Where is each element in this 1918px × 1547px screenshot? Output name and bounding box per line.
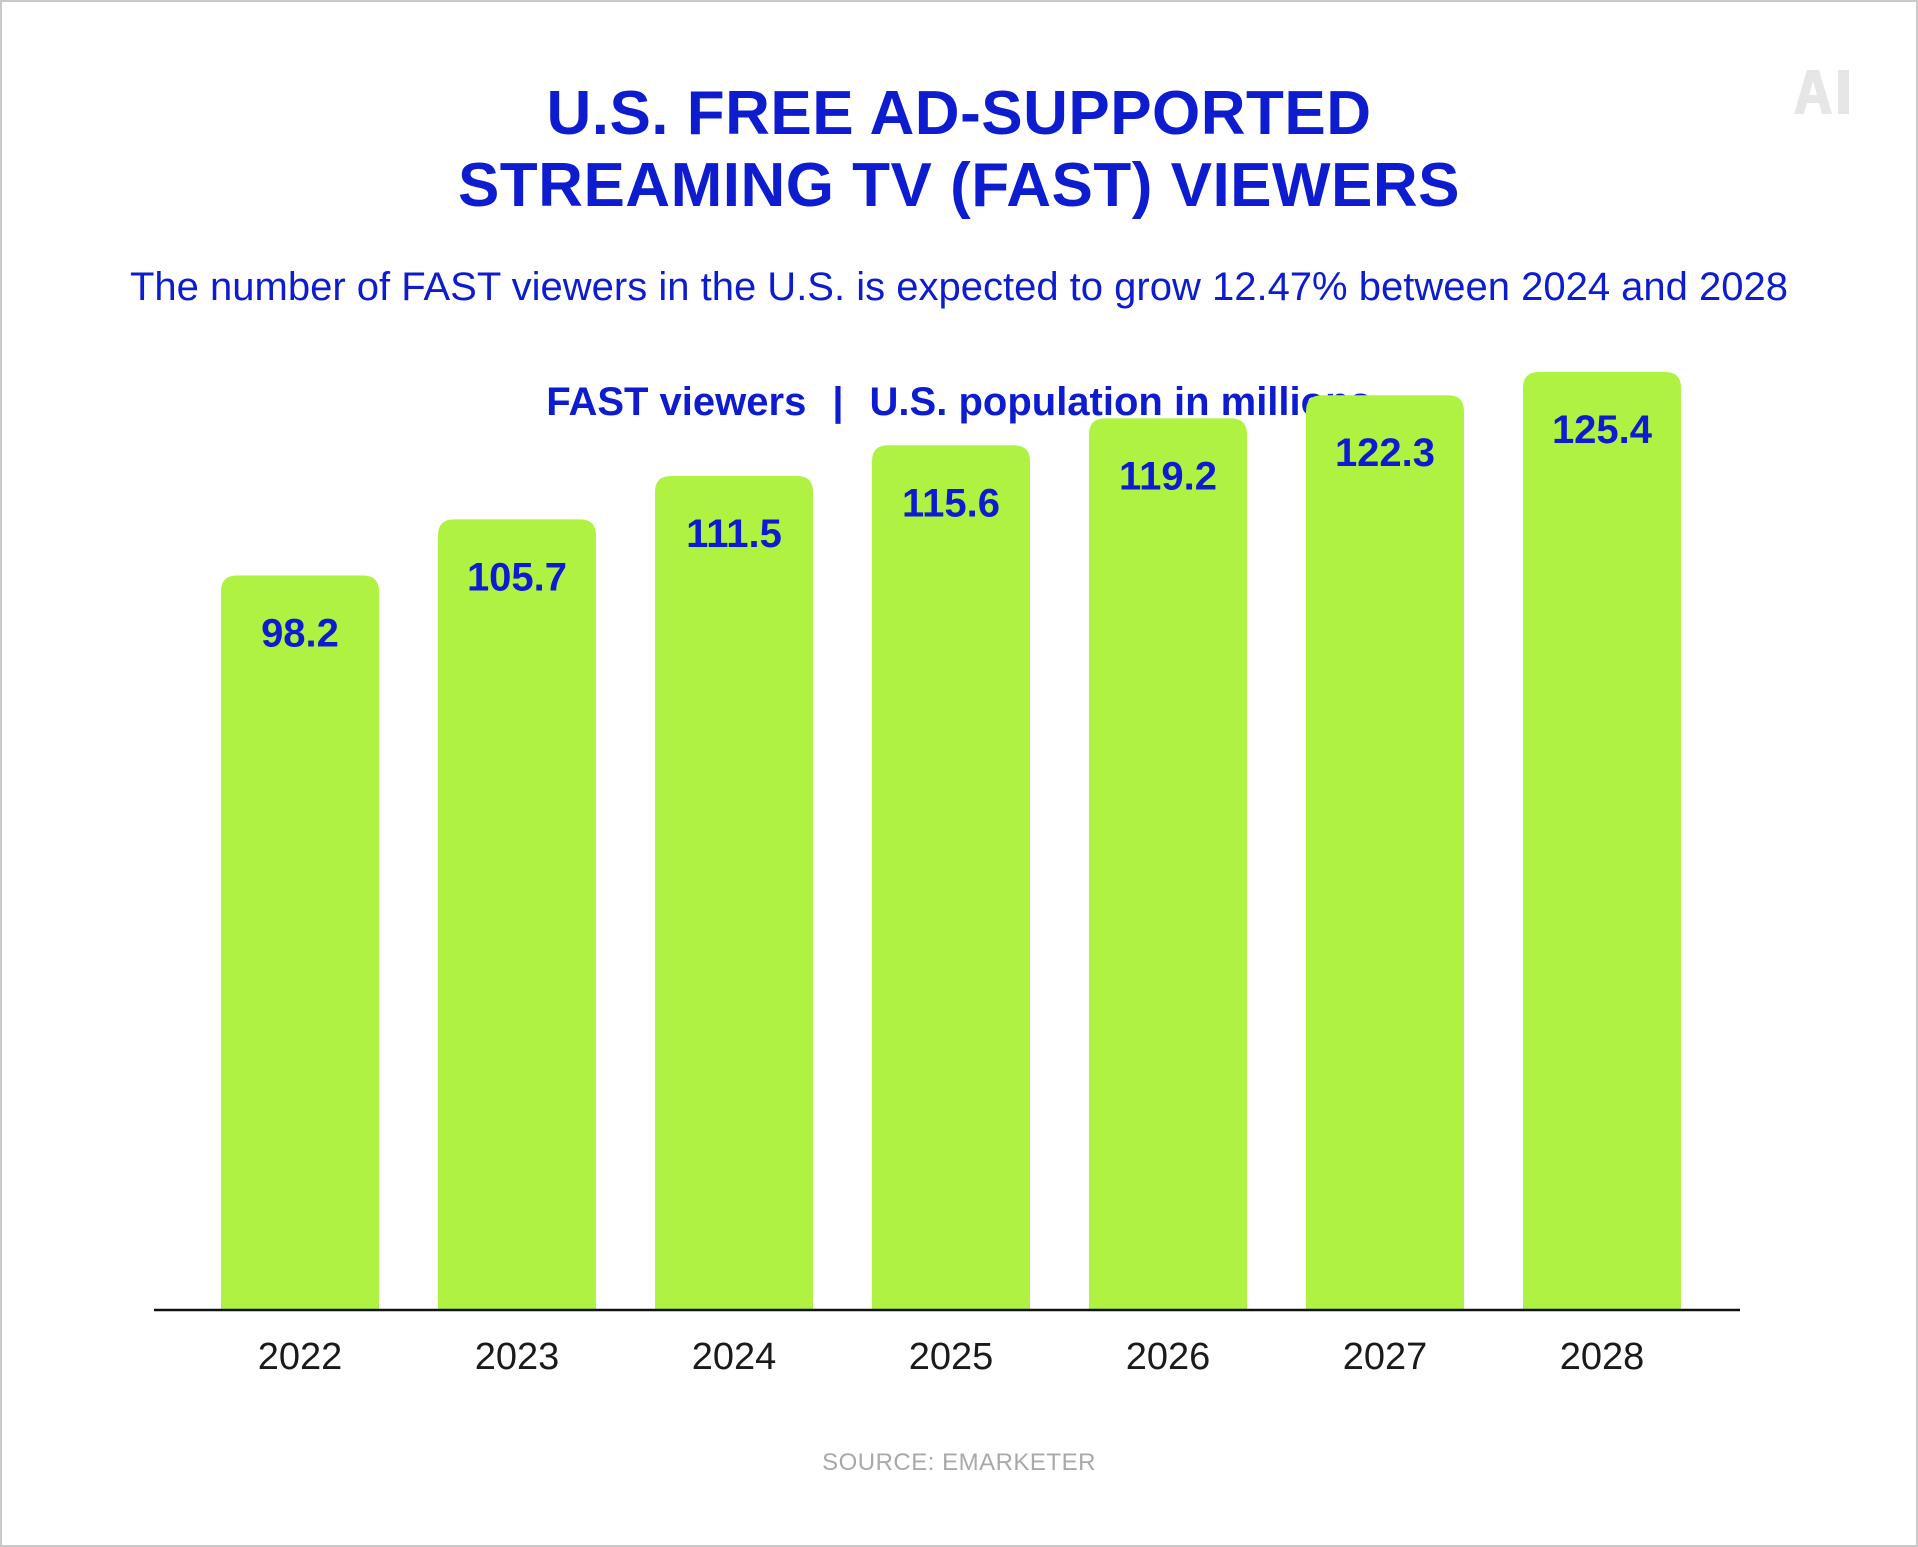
value-label-2025: 115.6: [902, 481, 1000, 525]
chart-legend: FAST viewers | U.S. population in millions: [0, 377, 1918, 427]
chart-title-line-2: STREAMING TV (FAST) VIEWERS: [457, 151, 1461, 220]
bar-2022: [221, 575, 379, 1310]
value-label-2024: 111.5: [686, 512, 782, 556]
value-label-2027: 122.3: [1335, 431, 1435, 475]
x-tick-label-2028: 2028: [1560, 1336, 1645, 1378]
bar-2027: [1306, 395, 1464, 1310]
bar-2026: [1089, 418, 1247, 1310]
chart-title: U.S. FREE AD-SUPPORTED STREAMING TV (FAS…: [0, 78, 1918, 222]
x-tick-label-2025: 2025: [909, 1336, 994, 1378]
ai-logo-a-counter: [1809, 81, 1817, 95]
x-tick-label-2027: 2027: [1343, 1336, 1428, 1378]
x-tick-label-2026: 2026: [1126, 1336, 1211, 1378]
legend-separator: |: [832, 380, 844, 424]
value-label-2023: 105.7: [467, 555, 567, 599]
bar-2023: [438, 519, 596, 1310]
ai-logo-i-shape: [1838, 70, 1849, 114]
x-tick-label-2023: 2023: [475, 1336, 560, 1378]
ai-logo-icon: [1794, 70, 1849, 114]
bar-2028: [1523, 372, 1681, 1310]
bar-2024: [655, 475, 813, 1311]
x-tick-label-2024: 2024: [692, 1336, 777, 1378]
source-note: SOURCE: EMARKETER: [822, 1449, 1096, 1476]
value-label-group: 98.2 105.7 111.5 115.6 119.2 122.3 125.4: [261, 408, 1653, 655]
value-label-2022: 98.2: [261, 611, 339, 655]
chart-title-line-1: U.S. FREE AD-SUPPORTED: [546, 79, 1372, 148]
chart-subtitle: The number of FAST viewers in the U.S. i…: [129, 265, 1789, 309]
value-label-2028: 125.4: [1552, 408, 1653, 452]
value-label-2026: 119.2: [1119, 454, 1217, 498]
bar-2025: [872, 445, 1030, 1310]
x-tick-label-2022: 2022: [258, 1336, 343, 1378]
x-tick-label-group: 2022 2023 2024 2025 2026 2027 2028: [258, 1336, 1645, 1378]
ai-logo: [1794, 70, 1849, 114]
legend-unit-label: U.S. population in millions: [869, 380, 1372, 424]
bar-group: [221, 372, 1681, 1311]
legend-series-label: FAST viewers: [546, 380, 807, 424]
